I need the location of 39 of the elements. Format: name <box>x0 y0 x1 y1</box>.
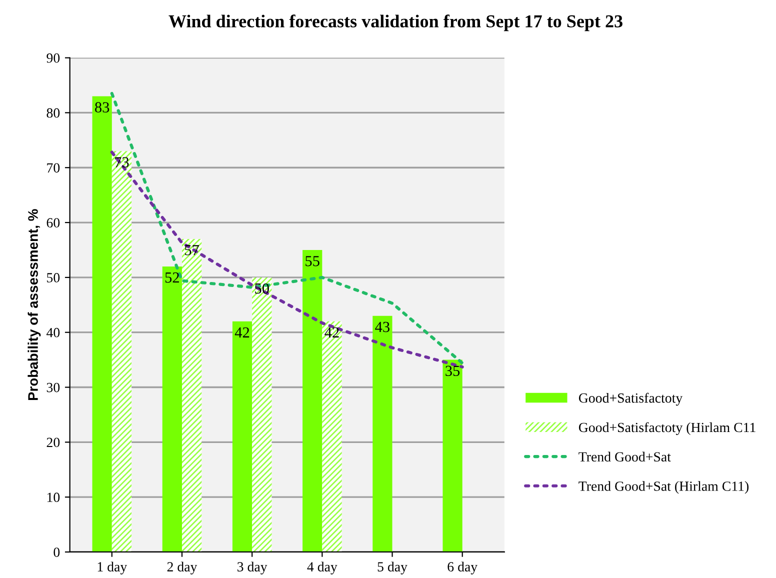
x-tick-label: 3 day <box>238 562 268 574</box>
bar <box>442 360 462 552</box>
bar <box>112 151 132 552</box>
y-tick-label: 50 <box>47 273 60 282</box>
data-label: 83 <box>95 102 110 112</box>
y-tick-label: 10 <box>47 492 60 502</box>
y-tick-label: 90 <box>46 53 60 63</box>
legend-label: Trend Good+Sat <box>578 452 671 462</box>
legend-label: Trend Good+Sat (Hirlam C11) <box>578 481 749 494</box>
x-tick-label: 6 day <box>448 562 478 574</box>
y-tick-label: 60 <box>46 218 60 228</box>
bar <box>322 321 342 552</box>
y-tick-label: 30 <box>46 382 60 392</box>
data-label: 42 <box>234 327 250 338</box>
data-label: 43 <box>375 322 390 332</box>
chart-title: Wind direction forecasts validation from Sept 17 to Sept 23 <box>168 14 622 32</box>
line-series <box>110 92 464 365</box>
y-tick-label: 20 <box>46 438 60 448</box>
x-tick-label: 4 day <box>307 562 338 574</box>
bar <box>302 250 322 552</box>
bar <box>92 96 112 552</box>
y-tick-label: 0 <box>54 548 60 557</box>
y-tick-label: 70 <box>47 163 60 173</box>
bar <box>232 321 252 552</box>
x-tick-label: 2 day <box>167 562 198 574</box>
y-tick-label: 40 <box>46 328 60 338</box>
legend-label: Good+Satisfactoty <box>578 392 683 406</box>
y-axis-title: Probability of assessment, % <box>28 209 41 400</box>
data-label: 52 <box>165 272 179 283</box>
y-tick-label: 80 <box>46 108 60 118</box>
bar <box>252 277 272 552</box>
legend-label: Good+Satisfactoty (Hirlam C11 <box>578 422 756 436</box>
bar <box>372 316 392 552</box>
x-tick-label: 1 day <box>98 562 128 574</box>
bar <box>182 239 202 552</box>
x-tick-label: 5 day <box>378 562 408 574</box>
bar <box>162 266 182 552</box>
data-label: 35 <box>446 366 460 376</box>
data-label: 55 <box>306 256 320 266</box>
